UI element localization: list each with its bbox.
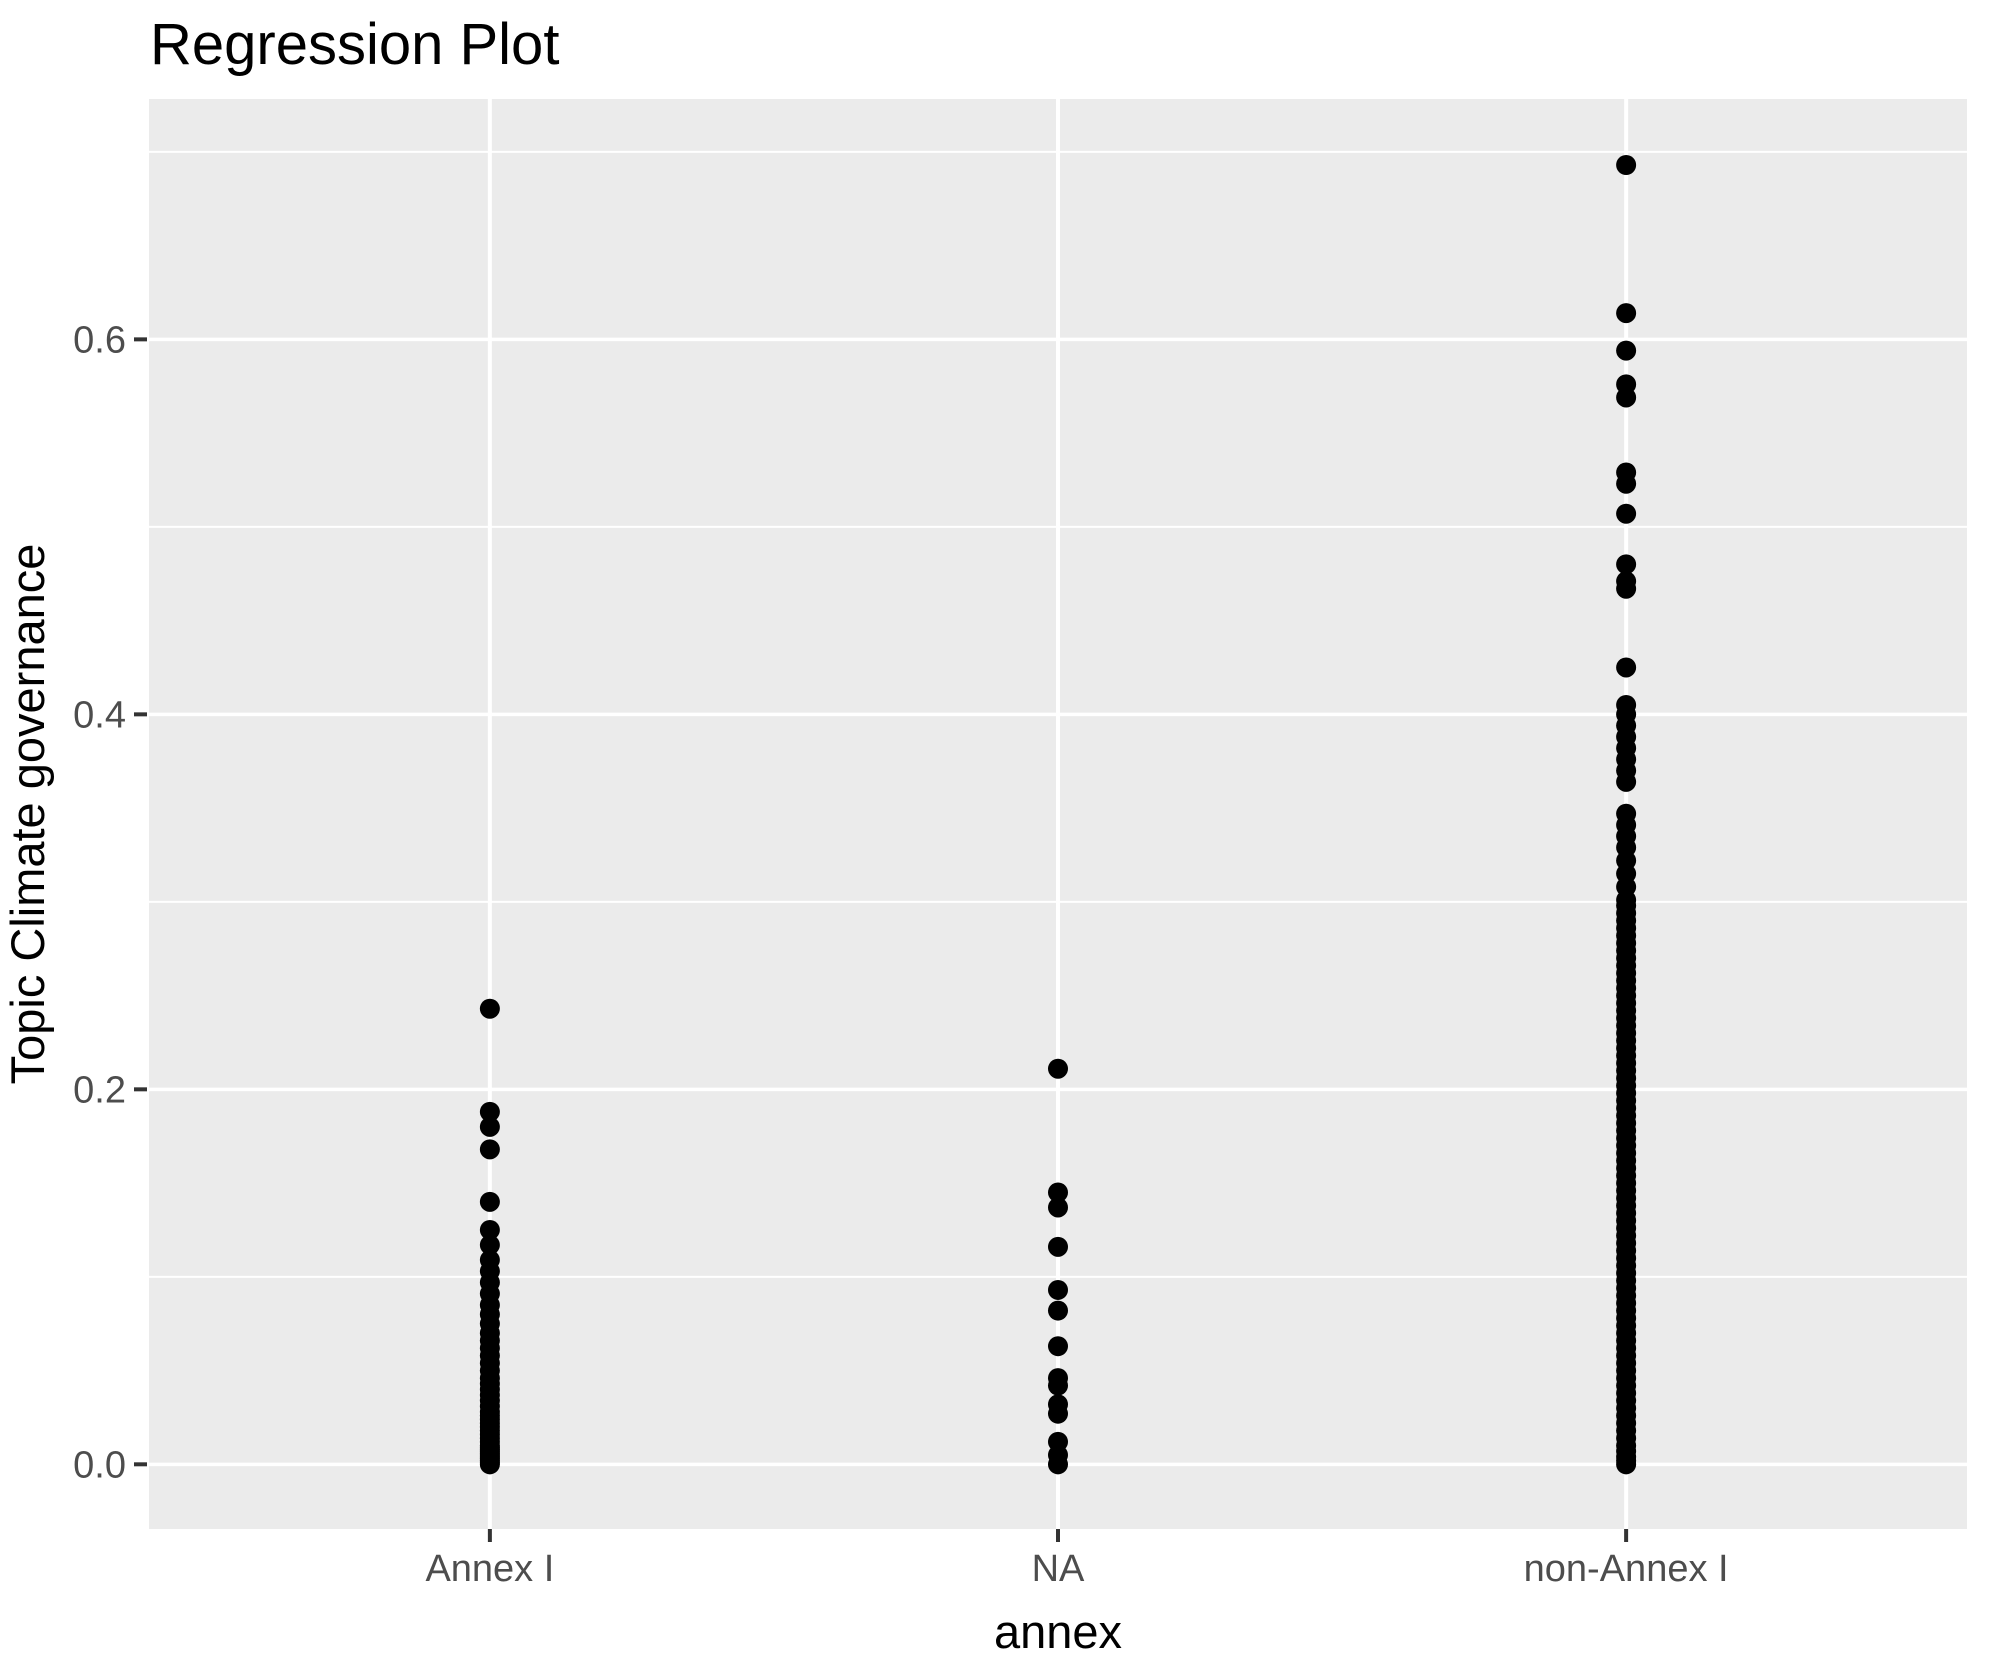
data-point: [1048, 1197, 1068, 1218]
axis-layer: 0.0 0.2 0.4 0.6 Annex I NA non-Annex I: [73, 319, 1728, 1590]
plot-title: Regression Plot: [150, 12, 559, 77]
y-axis-ticks: 0.0 0.2 0.4 0.6: [73, 319, 147, 1486]
x-tick-label: Annex I: [425, 1548, 554, 1590]
data-point: [1616, 303, 1637, 324]
data-point: [1048, 1182, 1068, 1203]
data-point: [1048, 1236, 1068, 1257]
data-point: [1048, 1375, 1068, 1396]
points-non-annex-i: [1616, 154, 1637, 1475]
data-point: [1616, 771, 1637, 792]
data-point: [479, 1116, 500, 1137]
y-tick-label: 0.0: [73, 1444, 126, 1486]
x-axis-title: annex: [994, 1605, 1122, 1658]
data-point: [1048, 1336, 1068, 1357]
data-point: [479, 1139, 500, 1160]
data-point: [1048, 1300, 1068, 1321]
x-tick-label: non-Annex I: [1524, 1548, 1729, 1590]
data-point: [1616, 1454, 1637, 1475]
data-point: [479, 1234, 500, 1255]
data-point: [1616, 554, 1637, 575]
data-point: [1616, 578, 1637, 599]
y-tick-label: 0.6: [73, 319, 126, 361]
data-point: [1616, 503, 1637, 524]
data-point: [1616, 657, 1637, 678]
data-point: [1616, 340, 1637, 361]
data-point: [479, 1101, 500, 1122]
data-point: [1048, 1403, 1068, 1424]
data-point: [1616, 154, 1637, 175]
y-tick-label: 0.2: [73, 1069, 126, 1111]
x-tick-label: NA: [1032, 1548, 1085, 1590]
data-point: [1048, 1279, 1068, 1300]
y-axis-title: Topic Climate governance: [1, 544, 54, 1085]
data-point: [1616, 387, 1637, 408]
data-point: [479, 1219, 500, 1240]
data-point: [479, 1191, 500, 1212]
data-point: [479, 1454, 500, 1475]
data-point: [1048, 1454, 1068, 1475]
points-annex-i: [479, 998, 500, 1475]
data-point: [1616, 473, 1637, 494]
y-tick-label: 0.4: [73, 694, 126, 736]
data-point: [479, 998, 500, 1019]
x-axis-ticks: Annex I NA non-Annex I: [425, 1529, 1729, 1590]
points-na: [1048, 1058, 1068, 1475]
points-layer: [479, 154, 1637, 1475]
data-point: [1048, 1058, 1068, 1079]
